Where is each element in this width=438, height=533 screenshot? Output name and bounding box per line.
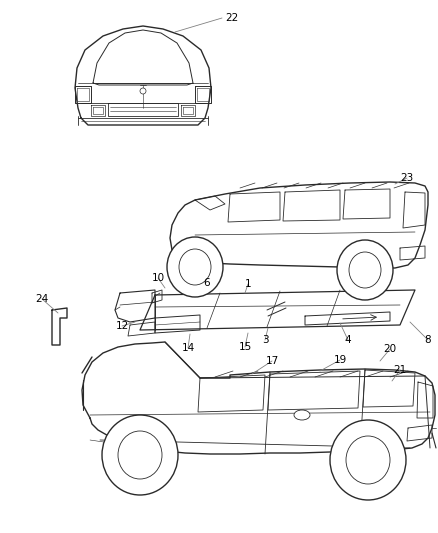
Ellipse shape: [293, 410, 309, 420]
Text: 15: 15: [238, 342, 251, 352]
Text: 1: 1: [244, 279, 251, 289]
Ellipse shape: [179, 249, 211, 285]
Ellipse shape: [348, 252, 380, 288]
Text: 19: 19: [332, 355, 346, 365]
Text: 20: 20: [382, 344, 396, 354]
Text: 10: 10: [151, 273, 164, 283]
Text: 6: 6: [203, 278, 210, 288]
Text: 23: 23: [399, 173, 413, 183]
Ellipse shape: [336, 240, 392, 300]
Text: 8: 8: [424, 335, 430, 345]
Text: 14: 14: [181, 343, 194, 353]
Text: 4: 4: [344, 335, 350, 345]
Ellipse shape: [102, 415, 177, 495]
Text: 12: 12: [115, 321, 128, 331]
Text: 24: 24: [35, 294, 49, 304]
Text: 22: 22: [225, 13, 238, 23]
Ellipse shape: [345, 436, 389, 484]
Ellipse shape: [140, 88, 146, 94]
Ellipse shape: [329, 420, 405, 500]
Ellipse shape: [118, 431, 162, 479]
Text: 17: 17: [265, 356, 278, 366]
Text: 21: 21: [392, 365, 406, 375]
Text: 3: 3: [261, 335, 268, 345]
Ellipse shape: [166, 237, 223, 297]
